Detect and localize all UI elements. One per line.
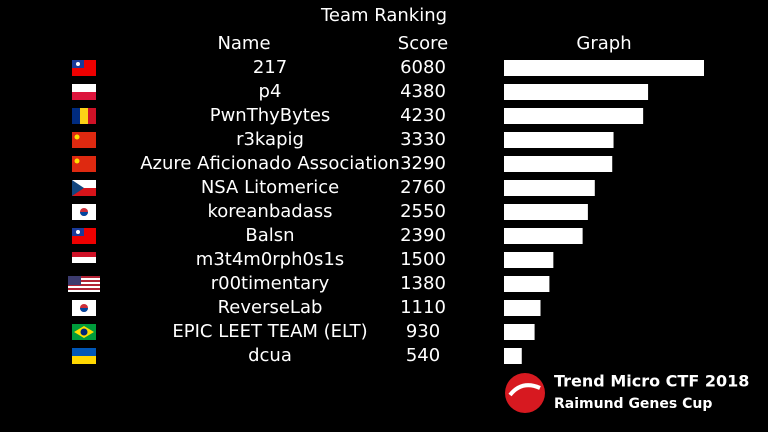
team-score: 4380 [400,81,446,102]
flag-pl [72,84,96,100]
flag-cn [72,132,96,148]
flag-eg [72,252,96,268]
flag-tw [72,60,96,76]
team-score: 2760 [400,177,446,198]
flag-cz [72,180,96,196]
team-score: 930 [406,321,440,342]
flag-tw [72,228,96,244]
header-name: Name [217,33,270,54]
score-bar [504,300,541,316]
team-name: ReverseLab [218,297,323,318]
team-score: 540 [406,345,440,366]
team-score: 1110 [400,297,446,318]
score-bar [504,180,595,196]
flag-us [68,276,100,292]
team-name: PwnThyBytes [210,105,331,126]
logo-swoosh [508,383,541,397]
header-score: Score [398,33,448,54]
score-bar [504,228,583,244]
flags [68,60,100,364]
score-bar [504,132,614,148]
team-score: 3330 [400,129,446,150]
team-name: p4 [259,81,282,102]
team-name: Balsn [245,225,294,246]
team-name: EPIC LEET TEAM (ELT) [172,321,367,342]
team-score: 1500 [400,249,446,270]
title: Team Ranking [320,5,447,26]
logo-line1: Trend Micro CTF 2018 [554,372,749,391]
team-name: Azure Aficionado Association [140,153,400,174]
logo: Trend Micro CTF 2018 Raimund Genes Cup [505,372,749,413]
team-score: 1380 [400,273,446,294]
team-name: dcua [248,345,292,366]
team-name: r3kapig [236,129,304,150]
score-bar [504,156,613,172]
flag-ro [72,108,96,124]
team-name: r00timentary [211,273,330,294]
score-bar [504,84,649,100]
header-graph: Graph [576,33,631,54]
score-bar [504,348,522,364]
team-score: 6080 [400,57,446,78]
team-score: 4230 [400,105,446,126]
score-bar [504,276,550,292]
score-bar [504,60,704,76]
team-score: 2390 [400,225,446,246]
team-name: NSA Litomerice [201,177,339,198]
flag-cn [72,156,96,172]
flag-br [72,324,96,340]
team-score: 3290 [400,153,446,174]
score-bar [504,204,588,220]
logo-circle [505,373,545,413]
logo-line2: Raimund Genes Cup [554,396,712,412]
team-name: koreanbadass [208,201,333,222]
score-bar [504,252,554,268]
flag-kr [72,204,96,220]
flag-kr [72,300,96,316]
score-bar [504,324,535,340]
team-score: 2550 [400,201,446,222]
score-bar [504,108,644,124]
team-name: m3t4m0rph0s1s [196,249,344,270]
flag-ua [72,348,96,364]
team-name: 217 [253,57,287,78]
